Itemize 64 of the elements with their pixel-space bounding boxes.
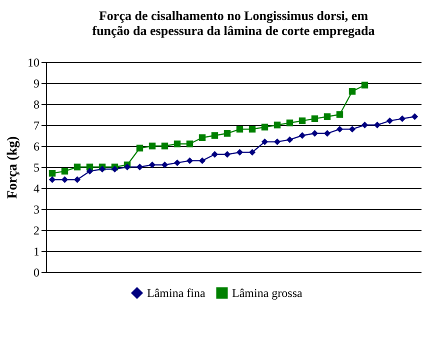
y-tick-label: 10 [28,56,40,70]
y-axis-title: Força (kg) [6,136,20,199]
point [198,134,206,141]
y-tick-label: 4 [34,182,40,196]
point [298,132,306,139]
y-tick-label: 3 [34,202,40,216]
point [348,88,356,95]
point [336,126,344,133]
point [248,126,256,133]
point [161,142,168,150]
point [148,142,156,150]
y-tick-label: 0 [34,266,40,280]
point [236,126,244,133]
point [198,157,206,164]
point [236,148,244,156]
point [148,162,156,168]
point [211,132,218,139]
point [86,168,94,175]
point [161,162,168,168]
point [224,130,231,137]
y-tick-label: 6 [34,140,40,154]
point [248,148,256,156]
y-tick-label: 9 [34,76,40,90]
point [386,117,394,124]
point [261,138,268,146]
legend-label: Lâmina grossa [232,286,303,300]
point [274,122,281,128]
point [174,140,181,148]
point [211,151,218,158]
point [398,115,406,122]
point [224,151,231,158]
point [361,122,368,128]
chart-title: Força de cisalhamento no Longissimus dorsi, em função da espessura da lâmina de corte empregada [92,8,376,38]
point [411,113,418,120]
point [274,138,281,146]
point [298,117,306,124]
point [136,144,144,152]
y-tick-label: 8 [34,98,40,112]
point [74,164,81,170]
point [261,124,268,130]
point [136,164,144,170]
point [286,120,294,126]
point [336,111,344,118]
point [374,122,381,128]
point [186,140,194,148]
point [286,136,294,144]
point [186,157,194,164]
point [324,130,331,137]
point [48,170,56,177]
y-tick-label: 1 [34,244,40,258]
point [324,113,331,120]
point [174,159,181,166]
point [61,176,68,183]
legend-label: Lâmina fina [147,286,206,300]
y-tick-label: 7 [34,118,40,132]
y-tick-label: 2 [34,224,40,238]
point [61,168,68,175]
point [311,115,318,122]
y-tick-label: 5 [34,160,40,174]
point [311,130,318,137]
point [348,126,356,133]
point [74,176,81,183]
point [361,82,368,88]
point [48,176,56,183]
